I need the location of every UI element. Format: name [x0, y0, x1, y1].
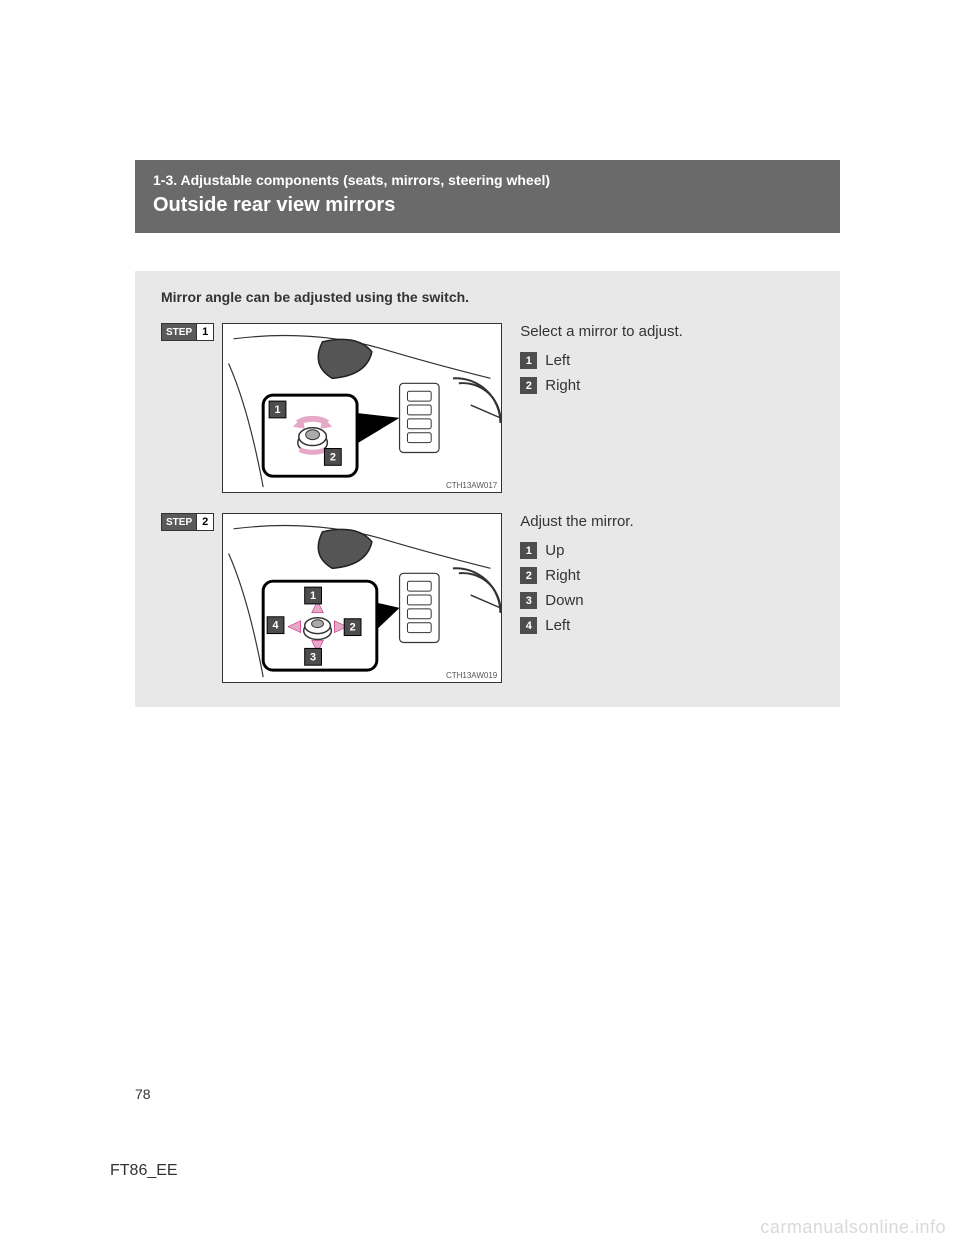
step-row: STEP 1	[161, 323, 814, 493]
step2-diagram: 1 2 3 4 CTH13AW019	[222, 513, 502, 683]
content-box: Mirror angle can be adjusted using the s…	[135, 271, 840, 707]
intro-text: Mirror angle can be adjusted using the s…	[161, 289, 814, 305]
step-badge-num: 2	[197, 513, 214, 531]
callout-line: 4 Left	[520, 617, 814, 634]
step-lead: Select a mirror to adjust.	[520, 323, 814, 340]
section-label: 1-3. Adjustable components (seats, mirro…	[153, 172, 822, 188]
callout-line: 2 Right	[520, 567, 814, 584]
svg-text:2: 2	[350, 622, 356, 634]
svg-text:1: 1	[310, 590, 316, 602]
page: 1-3. Adjustable components (seats, mirro…	[0, 0, 960, 707]
step-badge: STEP 2	[161, 513, 214, 531]
step-badge-label: STEP	[161, 513, 197, 531]
doc-code: FT86_EE	[110, 1162, 178, 1180]
callout-label: Left	[545, 617, 570, 634]
svg-text:1: 1	[275, 404, 281, 416]
image-code: CTH13AW019	[446, 671, 497, 680]
callout-num: 2	[520, 377, 537, 394]
page-number: 78	[135, 1086, 151, 1102]
callout-line: 3 Down	[520, 592, 814, 609]
callout-label: Right	[545, 567, 580, 584]
step1-diagram: 1 2 CTH13AW017	[222, 323, 502, 493]
callout-num: 4	[520, 617, 537, 634]
svg-text:2: 2	[330, 451, 336, 463]
section-header: 1-3. Adjustable components (seats, mirro…	[135, 160, 840, 233]
svg-text:3: 3	[310, 651, 316, 663]
step-badge-label: STEP	[161, 323, 197, 341]
callout-num: 1	[520, 542, 537, 559]
svg-text:4: 4	[273, 620, 279, 632]
step2-text: Adjust the mirror. 1 Up 2 Right 3 Down 4…	[520, 513, 814, 642]
callout-label: Up	[545, 542, 564, 559]
image-code: CTH13AW017	[446, 481, 497, 490]
step1-text: Select a mirror to adjust. 1 Left 2 Righ…	[520, 323, 814, 402]
section-title: Outside rear view mirrors	[153, 194, 822, 217]
callout-num: 1	[520, 352, 537, 369]
callout-line: 2 Right	[520, 377, 814, 394]
callout-label: Down	[545, 592, 583, 609]
callout-num: 3	[520, 592, 537, 609]
step-lead: Adjust the mirror.	[520, 513, 814, 530]
step-row: STEP 2	[161, 513, 814, 683]
step-badge: STEP 1	[161, 323, 214, 341]
watermark: carmanualsonline.info	[760, 1217, 946, 1238]
callout-label: Left	[545, 352, 570, 369]
callout-num: 2	[520, 567, 537, 584]
step-badge-num: 1	[197, 323, 214, 341]
callout-line: 1 Left	[520, 352, 814, 369]
callout-label: Right	[545, 377, 580, 394]
callout-line: 1 Up	[520, 542, 814, 559]
